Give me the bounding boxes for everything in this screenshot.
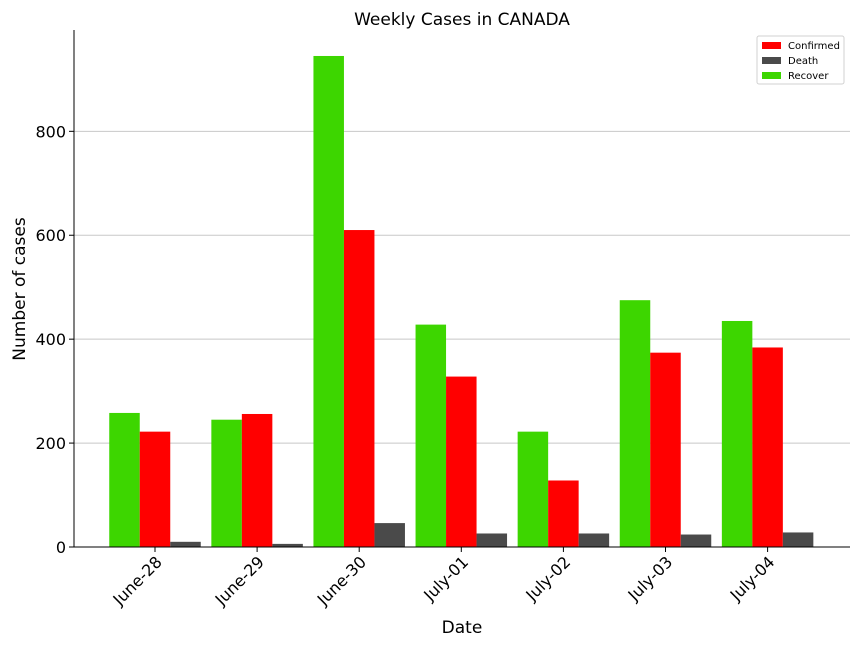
bar-death-july-04 — [782, 532, 814, 547]
legend-label-confirmed: Confirmed — [788, 41, 840, 52]
x-tick-label-july-02: July-02 — [521, 552, 574, 605]
y-tick-label-0: 0 — [56, 538, 66, 557]
legend-swatch-recover — [762, 72, 781, 79]
bar-recover-june-28 — [109, 412, 140, 547]
axes — [73, 30, 850, 548]
bar-confirmed-june-30 — [343, 230, 375, 547]
bar-recover-july-03 — [619, 300, 651, 547]
bar-confirmed-june-29 — [241, 413, 273, 547]
bar-death-june-28 — [170, 541, 201, 547]
bar-confirmed-june-28 — [139, 431, 171, 547]
x-axis-label: Date — [442, 618, 483, 638]
legend-swatch-confirmed — [762, 42, 781, 49]
x-tick-label-june-30: June-30 — [313, 552, 370, 609]
bar-confirmed-july-01 — [446, 376, 477, 547]
x-ticks: June-28 June-29 June-30 July-01 July-02 July-… — [109, 547, 779, 610]
chart-title: Weekly Cases in CANADA — [354, 10, 570, 30]
bar-recover-june-30 — [313, 55, 344, 548]
legend-label-recover: Recover — [788, 71, 829, 82]
y-tick-label-400: 400 — [35, 330, 66, 349]
x-tick-label-july-01: July-01 — [419, 552, 472, 605]
bar-confirmed-july-02 — [548, 480, 579, 547]
legend: Confirmed Death Recover — [756, 35, 845, 85]
legend-swatch-death — [762, 57, 781, 64]
bar-confirmed-july-03 — [650, 352, 681, 547]
bar-recover-july-01 — [415, 324, 447, 547]
bar-death-july-01 — [476, 533, 508, 547]
bar-recover-july-04 — [721, 320, 753, 547]
bar-death-june-30 — [374, 523, 405, 547]
bar-recover-june-29 — [211, 419, 242, 547]
bars — [109, 55, 814, 548]
y-axis-label: Number of cases — [10, 217, 30, 361]
x-tick-label-july-03: July-03 — [624, 552, 677, 605]
x-tick-label-june-29: June-29 — [211, 552, 268, 609]
bar-recover-july-02 — [517, 431, 549, 547]
bar-death-june-29 — [272, 543, 303, 547]
bar-death-july-03 — [680, 534, 712, 547]
y-tick-label-600: 600 — [35, 226, 66, 245]
bar-confirmed-july-04 — [752, 347, 783, 547]
y-ticks: 0 200 400 600 800 — [35, 122, 74, 557]
x-tick-label-june-28: June-28 — [109, 552, 166, 609]
x-tick-label-july-04: July-04 — [726, 552, 779, 605]
legend-label-death: Death — [788, 56, 818, 67]
y-tick-label-200: 200 — [35, 434, 66, 453]
y-tick-label-800: 800 — [35, 122, 66, 141]
bar-death-july-02 — [578, 533, 610, 547]
